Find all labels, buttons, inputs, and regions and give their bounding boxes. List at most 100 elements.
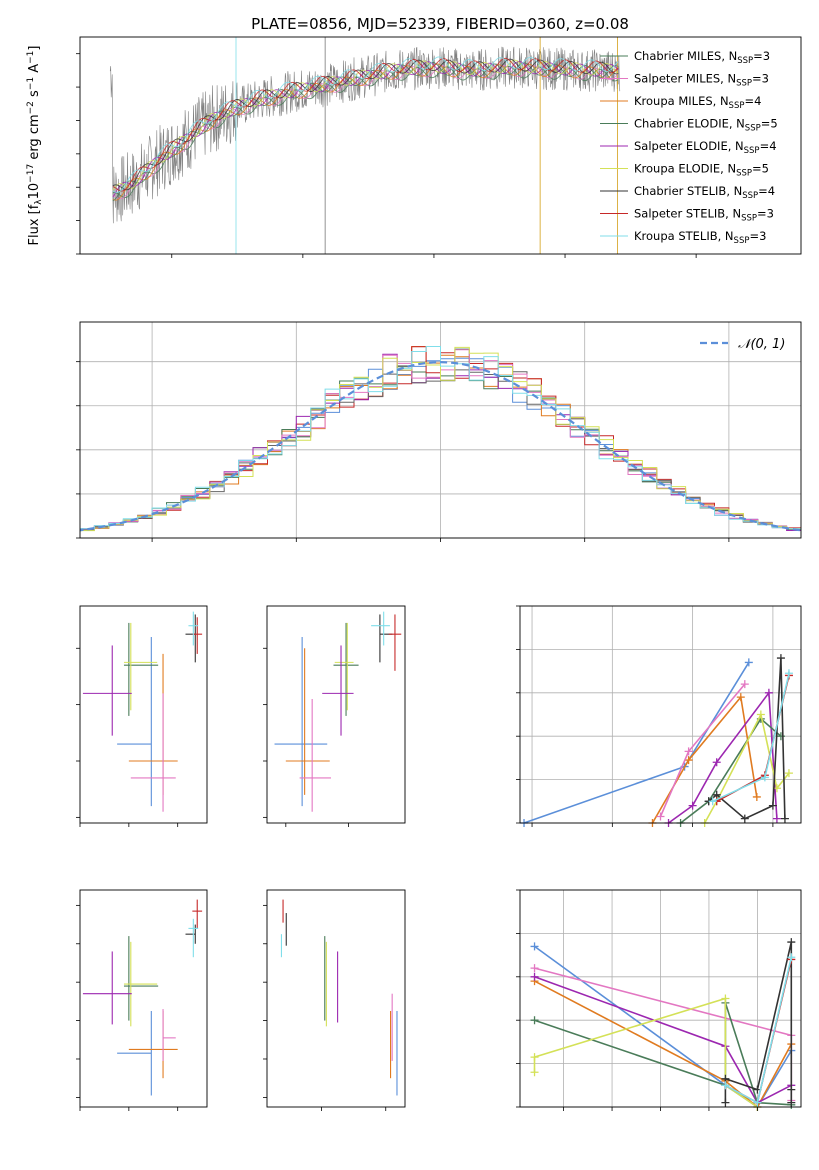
legend-name: Kroupa ELODIE, N xyxy=(634,162,736,176)
series-line xyxy=(724,941,793,1103)
errorbar-point-5 xyxy=(322,645,354,736)
panel-mass_weight_vs_age xyxy=(516,605,802,827)
series-2 xyxy=(530,964,796,1105)
legend-suffix: =5 xyxy=(752,162,769,176)
point-marker xyxy=(753,1098,762,1107)
plot-area xyxy=(530,938,796,1111)
errorbar-point-2 xyxy=(299,699,331,812)
point-marker xyxy=(530,1068,539,1077)
point-marker xyxy=(760,773,769,782)
legend-suffix: =5 xyxy=(761,117,778,131)
legend-name: Salpeter STELIB, N xyxy=(634,207,741,221)
point-marker xyxy=(684,747,693,756)
errorbar-point-2 xyxy=(130,693,176,812)
legend-suffix: =3 xyxy=(757,207,774,221)
errorbar-point-0 xyxy=(274,637,328,807)
figure-title: PLATE=0856, MJD=52339, FIBERID=0360, z=0… xyxy=(251,15,629,33)
series-5 xyxy=(530,994,762,1111)
plot-area xyxy=(280,899,398,1096)
legend-name: Kroupa MILES, N xyxy=(634,94,729,108)
y-label-part: s xyxy=(27,90,42,101)
point-marker xyxy=(740,680,749,689)
point-marker xyxy=(784,769,793,778)
errorbar-point-3 xyxy=(333,622,359,716)
legend-name: Salpeter MILES, N xyxy=(634,72,736,86)
axes-frame xyxy=(519,605,802,824)
legend-sub: SSP xyxy=(736,79,752,89)
axes-frame xyxy=(79,36,802,255)
legend-sub: SSP xyxy=(745,124,761,134)
legend-suffix: =3 xyxy=(753,49,770,63)
legend-label: Kroupa MILES, NSSP=4 xyxy=(634,94,761,111)
point-marker xyxy=(530,942,539,951)
legend-label: Kroupa STELIB, NSSP=3 xyxy=(634,229,766,246)
legend-label: Salpeter MILES, NSSP=3 xyxy=(634,72,769,89)
axes-frame xyxy=(266,605,406,824)
series-6 xyxy=(704,654,789,823)
y-label-part: −1 xyxy=(26,51,36,64)
errorbar-point-3 xyxy=(123,936,159,1021)
errorbar-point-8 xyxy=(188,611,199,646)
legend-label: Chabrier MILES, NSSP=3 xyxy=(634,49,770,66)
errorbar-point-5 xyxy=(82,645,132,736)
panel-residuals: 𝒩(0, 1) xyxy=(76,321,802,542)
series-2 xyxy=(656,680,749,821)
panel-EBV xyxy=(263,889,406,1111)
point-marker xyxy=(787,1085,796,1094)
y-label-part: λ xyxy=(34,199,44,205)
point-marker xyxy=(787,953,796,962)
series-line xyxy=(534,967,793,1101)
axes-frame xyxy=(266,889,406,1108)
series-line xyxy=(533,997,758,1108)
point-marker xyxy=(721,1081,730,1090)
point-marker xyxy=(740,814,749,823)
point-marker xyxy=(688,801,697,810)
point-marker xyxy=(768,801,777,810)
plot-area xyxy=(82,899,203,1096)
point-marker xyxy=(684,756,693,765)
point-marker xyxy=(530,964,539,973)
series-line xyxy=(659,683,746,817)
series-line xyxy=(523,661,750,824)
legend-sub: SSP xyxy=(742,191,758,201)
point-marker xyxy=(784,669,793,678)
legend-sub: SSP xyxy=(741,214,757,224)
series-line xyxy=(680,717,782,824)
legend-sub: SSP xyxy=(736,169,752,179)
panel-age_vs_Z xyxy=(76,605,208,827)
series-line xyxy=(708,658,786,820)
point-marker xyxy=(780,814,789,823)
errorbar-point-7 xyxy=(192,617,203,654)
plot-area xyxy=(274,611,402,812)
legend-sub: SSP xyxy=(729,101,745,111)
point-marker xyxy=(787,1098,796,1107)
y-label-part: A xyxy=(27,64,42,77)
model-line-3 xyxy=(112,62,619,202)
series-line xyxy=(534,976,792,1104)
legend-name: Chabrier MILES, N xyxy=(634,49,737,63)
model-line-8 xyxy=(112,56,619,193)
errorbar-point-4 xyxy=(334,622,354,711)
errorbar-point-8 xyxy=(371,611,390,646)
panel-age_vs_mass xyxy=(263,605,406,827)
axes-frame xyxy=(79,321,802,539)
point-marker xyxy=(530,1016,539,1025)
panel-mass_weight_vs_Z xyxy=(516,889,802,1111)
series-line xyxy=(725,957,793,1104)
legend-name: Salpeter ELODIE, N xyxy=(634,139,744,153)
axes-frame xyxy=(79,605,208,824)
series-line xyxy=(534,945,792,1109)
plot-area xyxy=(82,611,203,812)
point-marker xyxy=(752,792,761,801)
series-8 xyxy=(708,669,793,806)
legend-name: Chabrier STELIB, N xyxy=(634,184,742,198)
legend-suffix: =4 xyxy=(760,139,777,153)
data-spectrum-line xyxy=(109,46,621,224)
series-4 xyxy=(530,998,796,1109)
point-marker xyxy=(530,972,539,981)
legend-suffix: =4 xyxy=(758,184,775,198)
y-label-part: −17 xyxy=(26,164,36,183)
